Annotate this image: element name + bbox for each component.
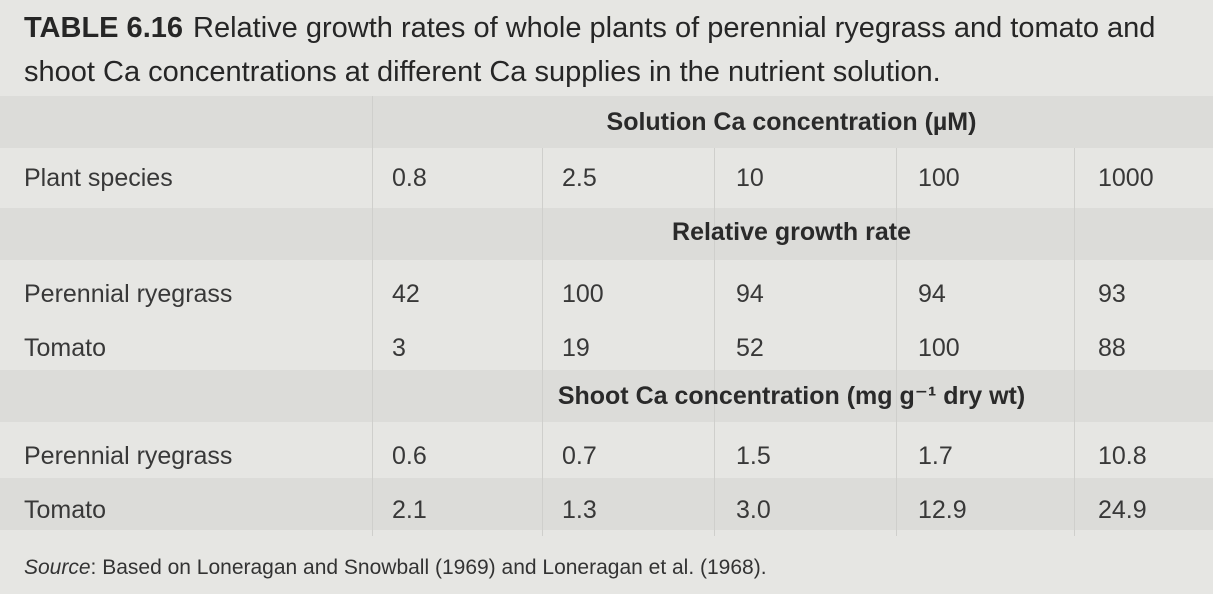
table-row: Tomato 3 19 52 100 88 (0, 322, 1213, 374)
band (0, 478, 1213, 530)
table-row: Perennial ryegrass 0.6 0.7 1.5 1.7 10.8 (0, 430, 1213, 482)
column-divider (372, 96, 373, 536)
spanner-header: Solution Ca concentration (µM) (606, 108, 977, 136)
table-number: TABLE 6.16 (24, 12, 184, 44)
concentration-header: 10 (736, 164, 764, 192)
band (0, 96, 1213, 148)
value-cell: 12.9 (918, 496, 967, 524)
species-label: Perennial ryegrass (24, 442, 233, 470)
value-cell: 100 (918, 334, 960, 362)
value-cell: 0.6 (392, 442, 427, 470)
value-cell: 100 (562, 280, 604, 308)
row-label-header: Plant species (24, 164, 173, 192)
value-cell: 93 (1098, 280, 1126, 308)
section-title: Shoot Ca concentration (mg g⁻¹ dry wt) (557, 382, 1026, 410)
value-cell: 0.7 (562, 442, 597, 470)
value-cell: 1.5 (736, 442, 771, 470)
value-cell: 19 (562, 334, 590, 362)
value-cell: 10.8 (1098, 442, 1147, 470)
value-cell: 94 (918, 280, 946, 308)
table-caption-text: Relative growth rates of whole plants of… (24, 12, 1156, 88)
source-text: : Based on Loneragan and Snowball (1969)… (90, 556, 767, 579)
value-cell: 24.9 (1098, 496, 1147, 524)
concentration-header: 0.8 (392, 164, 427, 192)
value-cell: 1.7 (918, 442, 953, 470)
band (0, 370, 1213, 422)
band (0, 208, 1213, 260)
concentration-header: 1000 (1098, 164, 1154, 192)
value-cell: 2.1 (392, 496, 427, 524)
concentration-header: 2.5 (562, 164, 597, 192)
value-cell: 88 (1098, 334, 1126, 362)
value-cell: 52 (736, 334, 764, 362)
concentration-header: 100 (918, 164, 960, 192)
column-divider (542, 148, 543, 536)
source-note: Source: Based on Loneragan and Snowball … (24, 556, 767, 580)
table-row: Tomato 2.1 1.3 3.0 12.9 24.9 (0, 484, 1213, 536)
column-header-row: Plant species 0.8 2.5 10 100 1000 (0, 152, 1213, 204)
value-cell: 1.3 (562, 496, 597, 524)
species-label: Tomato (24, 496, 106, 524)
column-divider (1074, 148, 1075, 536)
value-cell: 3.0 (736, 496, 771, 524)
source-label: Source (24, 556, 91, 579)
value-cell: 94 (736, 280, 764, 308)
value-cell: 42 (392, 280, 420, 308)
species-label: Perennial ryegrass (24, 280, 233, 308)
table-caption: TABLE 6.16 Relative growth rates of whole… (24, 6, 1194, 94)
column-divider (714, 148, 715, 536)
species-label: Tomato (24, 334, 106, 362)
column-divider (896, 148, 897, 536)
table-row: Perennial ryegrass 42 100 94 94 93 (0, 268, 1213, 320)
section-title: Relative growth rate (672, 218, 911, 246)
value-cell: 3 (392, 334, 406, 362)
